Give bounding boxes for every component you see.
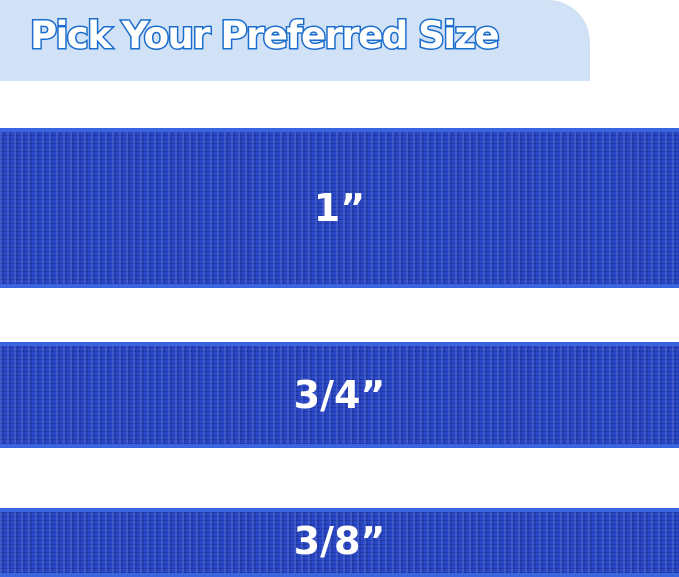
title-banner: Pick Your Preferred Size xyxy=(0,0,590,81)
webbing-strip-3-4-inch: 3/4” xyxy=(0,342,679,448)
size-label: 3/4” xyxy=(293,373,386,417)
size-label: 3/8” xyxy=(293,518,386,563)
webbing-strip-1-inch: 1” xyxy=(0,128,679,288)
webbing-strip-3-8-inch: 3/8” xyxy=(0,508,679,577)
size-label: 1” xyxy=(313,186,366,230)
page-title: Pick Your Preferred Size xyxy=(28,13,501,59)
